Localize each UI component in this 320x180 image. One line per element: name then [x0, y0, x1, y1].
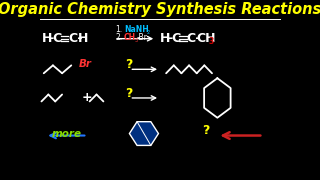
Text: 2.: 2. [116, 33, 123, 42]
Text: ?: ? [125, 58, 133, 71]
Text: H: H [78, 32, 89, 45]
Text: -C: -C [48, 32, 63, 45]
Text: -C: -C [167, 32, 181, 45]
Text: more: more [52, 129, 81, 139]
Text: C-: C- [68, 32, 83, 45]
Text: -Br: -Br [137, 33, 148, 42]
Text: 3: 3 [208, 37, 213, 46]
Text: Br: Br [79, 59, 92, 69]
Text: 3: 3 [135, 38, 138, 43]
Text: H: H [160, 32, 170, 45]
Text: ?: ? [202, 124, 210, 137]
Text: +: + [81, 91, 92, 104]
Text: Organic Chemistry Synthesis Reactions: Organic Chemistry Synthesis Reactions [0, 1, 320, 17]
Text: CH: CH [197, 32, 216, 45]
Text: ?: ? [125, 87, 133, 100]
Text: NaNH: NaNH [124, 25, 149, 34]
Text: 1.: 1. [116, 25, 123, 34]
Text: H: H [42, 32, 52, 45]
Text: 2: 2 [146, 30, 149, 35]
Text: C-: C- [187, 32, 201, 45]
Polygon shape [129, 122, 158, 145]
Text: CH: CH [124, 33, 136, 42]
